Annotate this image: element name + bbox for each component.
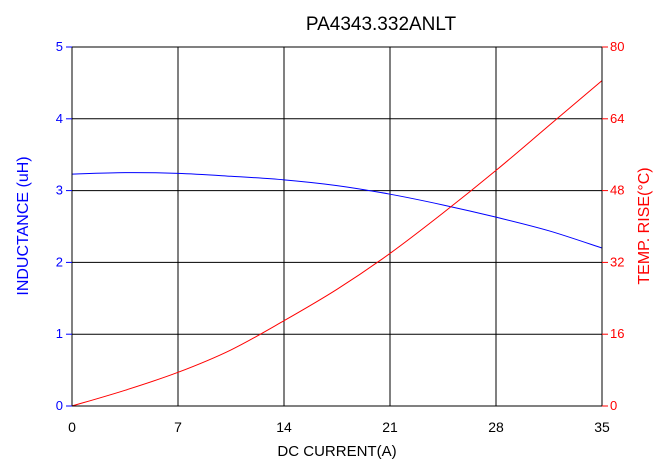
y-right-tick-label: 80 (610, 39, 624, 54)
chart-title: PA4343.332ANLT (306, 14, 457, 35)
inductance-line (71, 172, 603, 249)
y-left-tick-label: 5 (56, 39, 63, 54)
temperature-rise-line (71, 80, 603, 407)
x-tick-label: 35 (594, 419, 610, 435)
x-axis-label: DC CURRENT(A) (277, 443, 396, 460)
x-tick-label: 0 (68, 419, 76, 435)
y-left-tick-label: 1 (56, 326, 63, 341)
x-tick-label: 7 (174, 419, 182, 435)
y-right-tick-label: 16 (610, 326, 624, 341)
x-tick-label: 21 (382, 419, 398, 435)
y-right-tick-label: 0 (610, 398, 617, 413)
y-axis-right-label: TEMP. RISE(°C) (636, 167, 653, 284)
grid (72, 47, 602, 406)
y-right-tick-label: 64 (610, 111, 624, 126)
y-axis-left-label: INDUCTANCE (uH) (15, 156, 32, 295)
plot-frame (71, 46, 603, 407)
y-right-tick-label: 32 (610, 254, 624, 269)
y-right-tick-label: 48 (610, 183, 624, 198)
y-left-tick-label: 4 (56, 111, 63, 126)
y-left-tick-label: 2 (56, 254, 63, 269)
x-tick-label: 14 (276, 419, 292, 435)
series-lines (71, 80, 603, 407)
y-left-tick-label: 3 (56, 183, 63, 198)
x-tick-label: 28 (488, 419, 504, 435)
y-left-tick-label: 0 (56, 398, 63, 413)
